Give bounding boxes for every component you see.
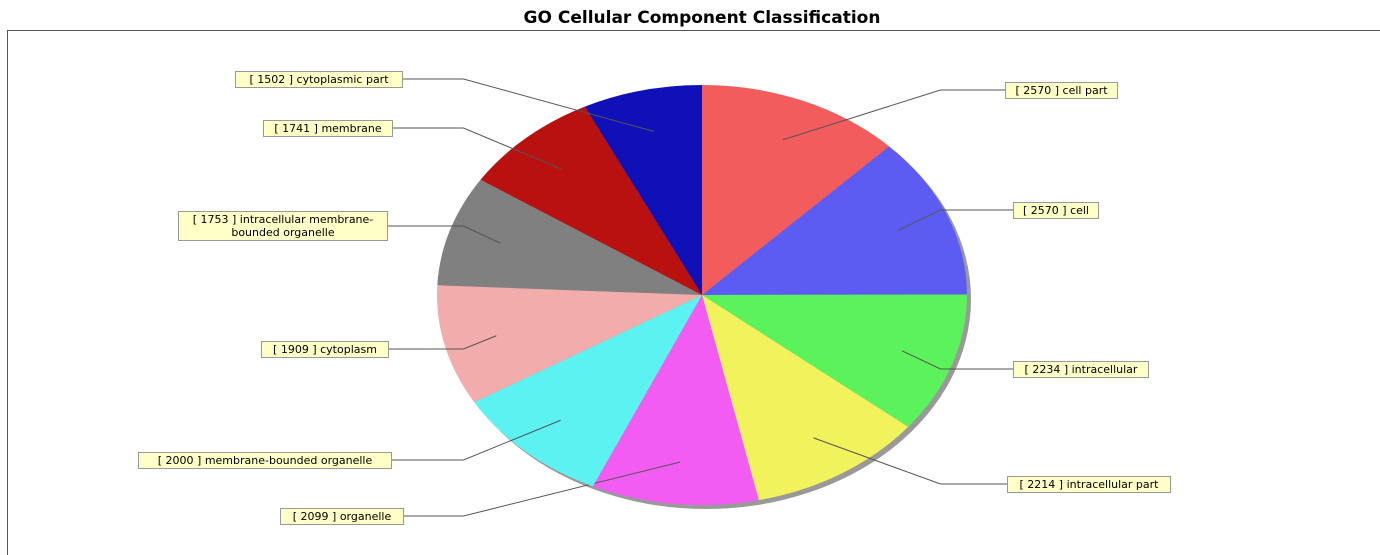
slice-label: [ 1502 ] cytoplasmic part	[235, 70, 403, 88]
leader-line	[392, 419, 561, 461]
value-label: [ 1502 ]	[249, 72, 294, 86]
value-label: [ 1753 ]	[192, 213, 237, 226]
leader-line	[403, 78, 654, 132]
category-label: cytoplasmic part	[296, 72, 389, 86]
value-label: [ 2000 ]	[157, 453, 202, 467]
pie-slice	[592, 295, 759, 505]
category-label: intracellular part	[1066, 477, 1159, 491]
slice-label: [ 2234 ] intracellular	[1013, 360, 1149, 378]
pie-slice	[702, 295, 909, 501]
category-label: membrane	[321, 121, 382, 135]
pie-slice	[474, 295, 702, 487]
pie-slice	[702, 85, 890, 295]
category-label: membrane-bounded organelle	[204, 453, 373, 467]
value-label: [ 1741 ]	[274, 121, 318, 135]
leader-line	[782, 89, 1005, 141]
slice-label: [ 2570 ] cell	[1013, 201, 1099, 219]
slice-label: [ 1741 ] membrane	[263, 119, 393, 137]
leader-line	[404, 461, 681, 517]
chart-title: GO Cellular Component Classification	[524, 8, 881, 28]
leader-line	[901, 350, 1013, 370]
pie-slice	[584, 85, 702, 295]
pie-slice	[437, 285, 702, 403]
value-label: [ 2570 ]	[1022, 203, 1067, 217]
slice-label: [ 1753 ] intracellular membrane-bounded …	[178, 211, 388, 241]
value-label: [ 2570 ]	[1015, 83, 1060, 97]
value-label: [ 1909 ]	[273, 342, 317, 356]
category-label: organelle	[339, 509, 392, 523]
category-label: cell	[1070, 203, 1089, 217]
pie-slice	[702, 146, 967, 295]
slice-label: [ 2000 ] membrane-bounded organelle	[138, 451, 392, 469]
slice-label: [ 2099 ] organelle	[280, 507, 404, 525]
pie-slice	[437, 179, 702, 295]
category-label: cytoplasm	[320, 342, 377, 356]
value-label: [ 2234 ]	[1024, 362, 1069, 376]
slice-label: [ 2214 ] intracellular part	[1007, 475, 1171, 493]
slice-label: [ 2570 ] cell part	[1005, 81, 1118, 99]
leader-line	[388, 225, 501, 244]
category-label: intracellular	[1071, 362, 1138, 376]
category-label: intracellular membrane-bounded organelle	[231, 213, 374, 239]
leader-line	[897, 209, 1013, 231]
value-label: [ 2099 ]	[292, 509, 337, 523]
leader-line	[389, 335, 497, 350]
category-label: cell part	[1062, 83, 1108, 97]
slice-label: [ 1909 ] cytoplasm	[261, 340, 389, 358]
value-label: [ 2214 ]	[1019, 477, 1064, 491]
pie-slice	[702, 294, 967, 427]
pie-slice	[480, 106, 702, 295]
leader-line	[393, 127, 562, 170]
leader-line	[813, 437, 1007, 485]
